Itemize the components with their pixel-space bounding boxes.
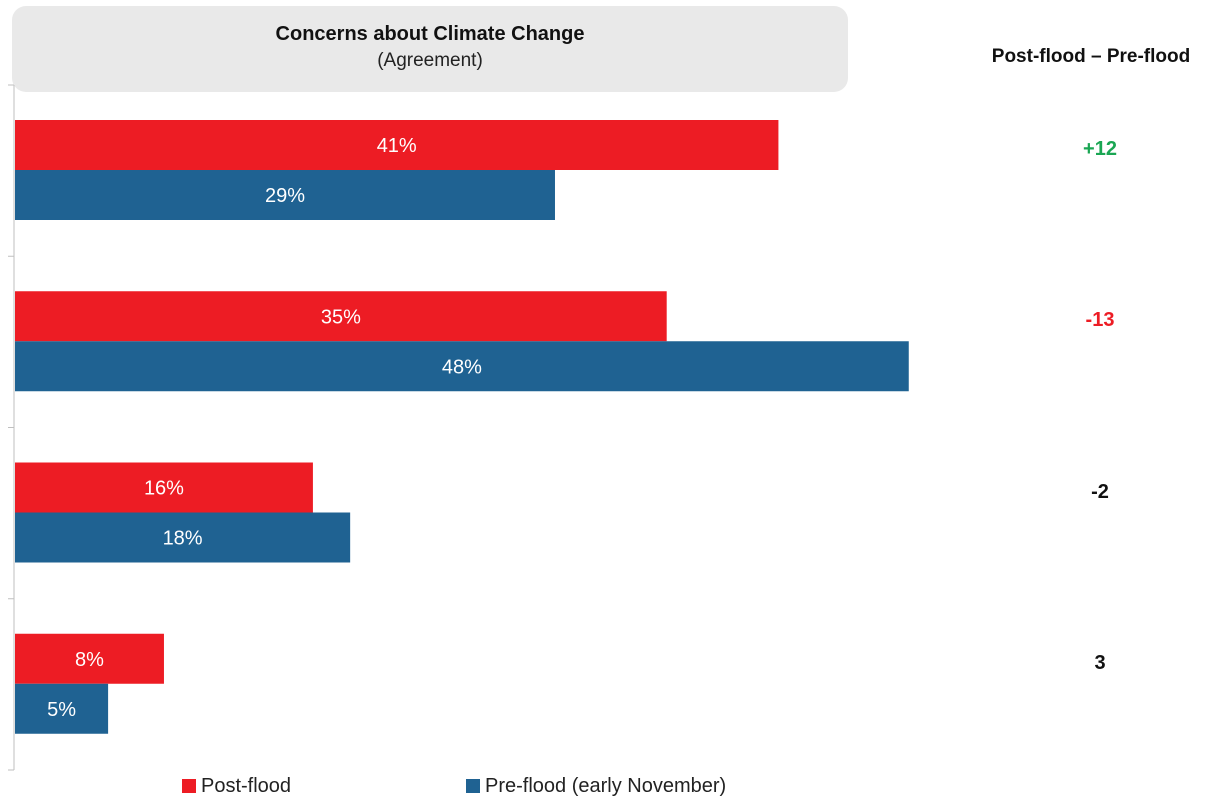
bar-value-label: 29% [265, 185, 305, 207]
bar-post-flood [15, 462, 313, 513]
bar-post-flood [15, 120, 779, 170]
bar-post-flood [15, 633, 164, 684]
bar-pre-flood [15, 512, 351, 563]
legend-label-post-flood: Post-flood [201, 774, 292, 797]
bar-value-label: 41% [377, 135, 417, 157]
bar-pre-flood [15, 341, 909, 392]
legend-item-pre-flood: Pre-flood (early November) [466, 774, 726, 798]
bar-pre-flood [15, 683, 109, 734]
bar-value-label: 48% [442, 356, 482, 378]
difference-value: -2 [1091, 480, 1109, 503]
bar-value-label: 18% [163, 528, 203, 550]
chart-title: Concerns about Climate Change [275, 23, 585, 45]
bar-value-label: 16% [144, 478, 184, 500]
legend-item-post-flood: Post-flood [182, 774, 291, 798]
bar-value-label: 5% [47, 699, 76, 721]
bar-pre-flood [15, 170, 555, 220]
difference-value: 3 [1094, 651, 1106, 674]
bar-post-flood [15, 291, 667, 342]
legend-label-pre-flood: Pre-flood (early November) [485, 774, 727, 797]
legend-swatch-pre-flood [466, 779, 480, 793]
bar-value-label: 8% [75, 649, 104, 671]
difference-value: +12 [1083, 138, 1117, 160]
chart-subtitle: (Agreement) [377, 50, 483, 71]
difference-value: -13 [1085, 309, 1115, 332]
bar-value-label: 35% [321, 306, 361, 328]
legend-swatch-post-flood [182, 779, 196, 793]
chart-title-box: Concerns about Climate Change (Agreement… [12, 6, 848, 92]
difference-column-header: Post-flood – Pre-flood [991, 46, 1191, 67]
bar-chart: 41% 29% 35% 48% 16% 18% 8% 5% [8, 84, 909, 771]
